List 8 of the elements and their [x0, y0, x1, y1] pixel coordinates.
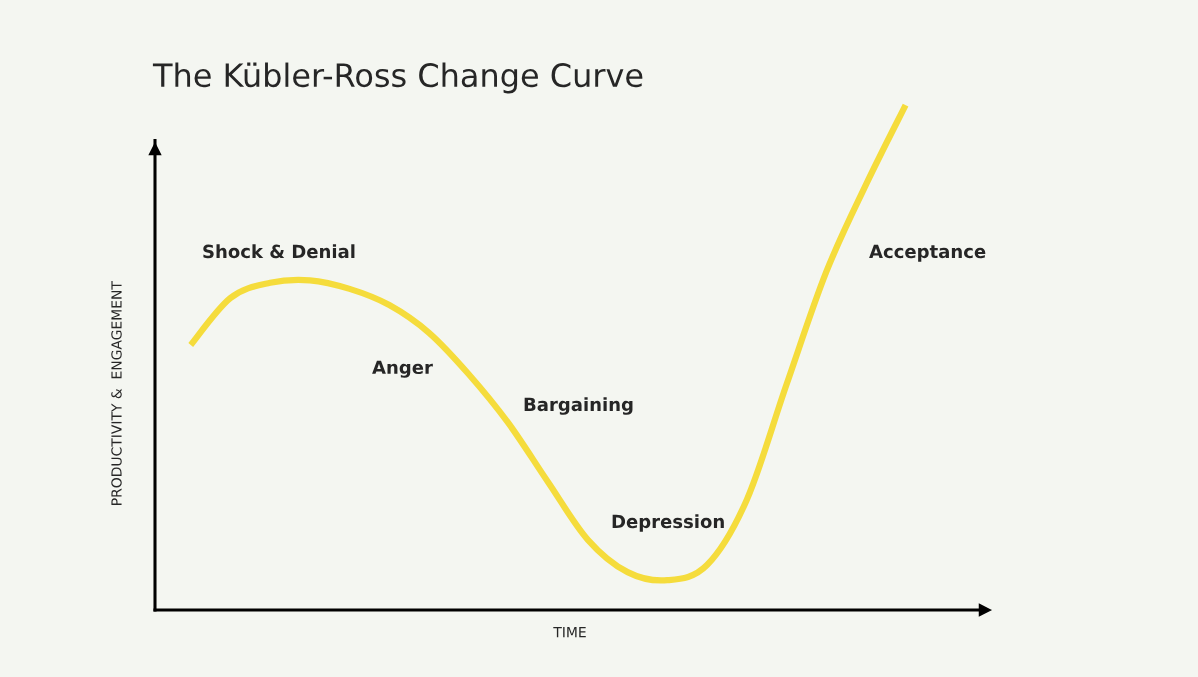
annotation: Acceptance: [869, 244, 986, 262]
chart-title: The Kübler-Ross Change Curve: [152, 62, 643, 94]
x-axis-title: TIME: [553, 627, 586, 638]
annotation: Shock & Denial: [203, 244, 355, 259]
annotation: Depression: [612, 514, 724, 532]
annotation: Bargaining: [524, 397, 633, 415]
y-axis-title: PRODUCTIVITY & ENGAGEMENT: [111, 281, 122, 505]
annotation: Anger: [372, 360, 433, 378]
